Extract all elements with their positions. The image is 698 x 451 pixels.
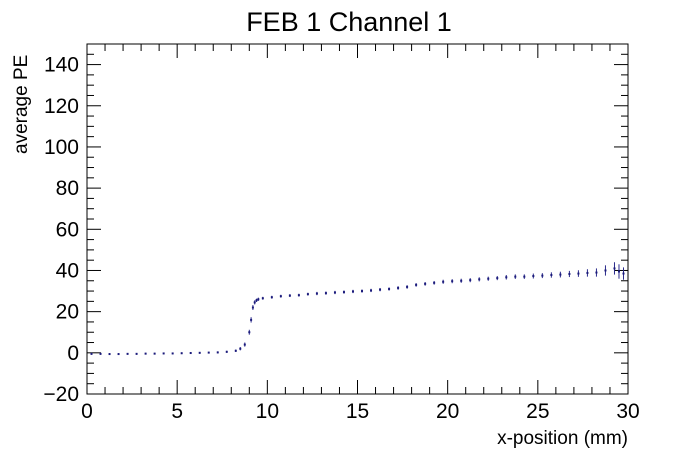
y-tick-label: 80 xyxy=(56,177,79,200)
x-tick-label: 15 xyxy=(346,400,369,423)
x-tick-label: 30 xyxy=(616,400,639,423)
data-point xyxy=(306,293,309,296)
data-point xyxy=(550,274,553,276)
x-tick-label: 10 xyxy=(256,400,279,423)
data-point xyxy=(433,281,436,284)
x-tick-label: 5 xyxy=(171,400,183,423)
y-tick-label: −20 xyxy=(43,383,79,406)
data-point xyxy=(180,352,183,355)
data-point xyxy=(617,270,620,273)
data-point xyxy=(604,269,607,272)
data-point xyxy=(451,280,454,283)
data-point xyxy=(523,275,526,278)
data-point xyxy=(388,288,391,290)
data-point xyxy=(559,273,562,276)
y-tick-label: 140 xyxy=(44,54,79,77)
data-point xyxy=(397,286,400,289)
data-point xyxy=(198,351,201,354)
x-tick-label: 20 xyxy=(436,400,459,423)
data-point xyxy=(162,352,165,355)
data-point xyxy=(487,277,490,280)
data-point xyxy=(234,349,237,352)
data-point xyxy=(505,276,508,279)
data-point xyxy=(255,299,258,302)
data-point xyxy=(595,271,598,274)
data-point xyxy=(577,272,580,275)
data-point xyxy=(189,352,192,355)
data-point xyxy=(216,351,219,354)
data-point xyxy=(250,318,253,321)
data-point xyxy=(469,279,472,282)
data-point xyxy=(315,292,318,295)
y-tick-label: 60 xyxy=(56,218,79,241)
data-point xyxy=(297,294,300,297)
data-point xyxy=(361,290,364,293)
data-point xyxy=(478,278,481,281)
data-point xyxy=(117,353,120,356)
data-point xyxy=(251,306,254,309)
data-point xyxy=(108,353,111,356)
data-point xyxy=(243,343,246,346)
data-point xyxy=(207,351,210,354)
data-point xyxy=(153,352,156,355)
data-points xyxy=(90,262,625,356)
x-axis-label: x-position (mm) xyxy=(497,428,628,449)
data-point xyxy=(126,352,129,355)
data-point xyxy=(135,352,138,355)
y-tick-label: 40 xyxy=(56,259,79,282)
data-point xyxy=(270,296,273,299)
data-point xyxy=(171,352,174,355)
data-point xyxy=(415,283,418,286)
data-point xyxy=(442,280,445,283)
plot-frame xyxy=(86,43,629,395)
data-point xyxy=(351,290,354,293)
data-point xyxy=(333,291,336,294)
x-tick-label: 25 xyxy=(526,400,549,423)
y-tick-label: 100 xyxy=(44,136,79,159)
data-point xyxy=(532,275,535,278)
data-point xyxy=(288,294,291,297)
y-tick-label: 0 xyxy=(67,342,79,365)
data-point xyxy=(239,347,242,350)
data-point xyxy=(90,352,93,355)
data-point xyxy=(257,298,260,301)
y-tick-label: 20 xyxy=(56,301,79,324)
data-point xyxy=(261,297,264,300)
data-point xyxy=(379,288,382,291)
data-point xyxy=(225,350,228,353)
data-point xyxy=(253,301,256,304)
data-point xyxy=(622,272,625,275)
data-point xyxy=(279,295,282,298)
data-point xyxy=(406,285,409,288)
data-point xyxy=(514,275,517,278)
data-point xyxy=(496,277,499,280)
data-point xyxy=(342,291,345,294)
y-tick-label: 120 xyxy=(44,95,79,118)
data-point xyxy=(424,282,427,285)
data-point xyxy=(144,352,147,355)
data-point xyxy=(324,292,327,295)
data-point xyxy=(541,274,544,277)
data-point xyxy=(370,289,373,292)
data-point xyxy=(568,272,571,275)
data-point xyxy=(99,352,102,355)
chart-title: FEB 1 Channel 1 xyxy=(246,7,452,37)
data-point xyxy=(460,279,463,282)
x-tick-label: 0 xyxy=(81,400,93,423)
data-point xyxy=(586,271,589,274)
data-point xyxy=(613,267,616,270)
data-point xyxy=(248,331,251,334)
y-axis-label: average PE xyxy=(11,55,32,154)
